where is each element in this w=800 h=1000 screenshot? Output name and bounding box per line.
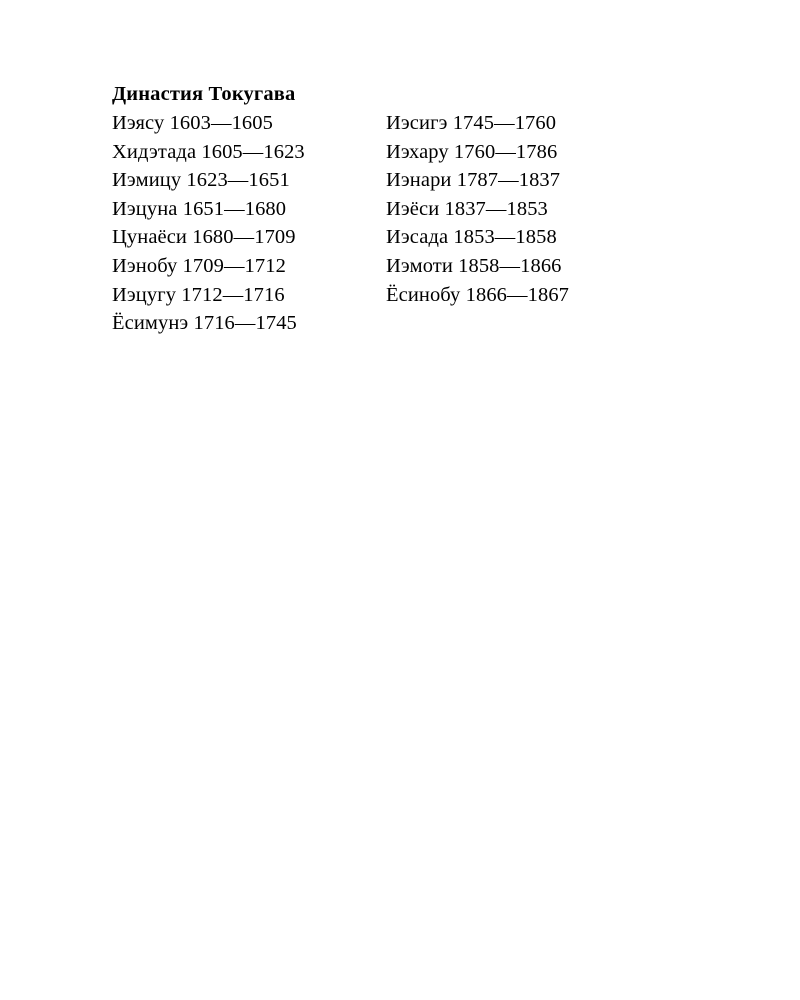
list-item: Цунаёси 1680—1709 xyxy=(112,226,296,249)
list-item: Иэхару 1760—1786 xyxy=(386,140,558,163)
left-column: Иэясу 1603—1605 Хидэтада 1605—1623 Иэмиц… xyxy=(112,109,372,338)
list-item: Иэсада 1853—1858 xyxy=(386,226,557,249)
list-item: Хидэтада 1605—1623 xyxy=(112,140,305,163)
list-item: Иэсигэ 1745—1760 xyxy=(386,112,557,135)
list-item: Иэясу 1603—1605 xyxy=(112,112,273,135)
list-item: Иэмоти 1858—1866 xyxy=(386,255,562,278)
list-item: Иэцугу 1712—1716 xyxy=(112,283,285,306)
tokugawa-dynasty-section: Династия Токугава Иэясу 1603—1605 Хидэта… xyxy=(112,80,732,334)
list-item: Иэнари 1787—1837 xyxy=(386,169,561,192)
list-item: Иэёси 1837—1853 xyxy=(386,197,548,220)
list-item: Иэнобу 1709—1712 xyxy=(112,255,286,278)
list-item: Иэмицу 1623—1651 xyxy=(112,169,290,192)
list-item: Ёсинобу 1866—1867 xyxy=(386,283,570,306)
list-item: Ёсимунэ 1716—1745 xyxy=(112,312,297,335)
list-item: Иэцуна 1651—1680 xyxy=(112,197,287,220)
section-heading: Династия Токугава xyxy=(112,83,296,105)
right-column: Иэсигэ 1745—1760 Иэхару 1760—1786 Иэнари… xyxy=(386,109,646,309)
